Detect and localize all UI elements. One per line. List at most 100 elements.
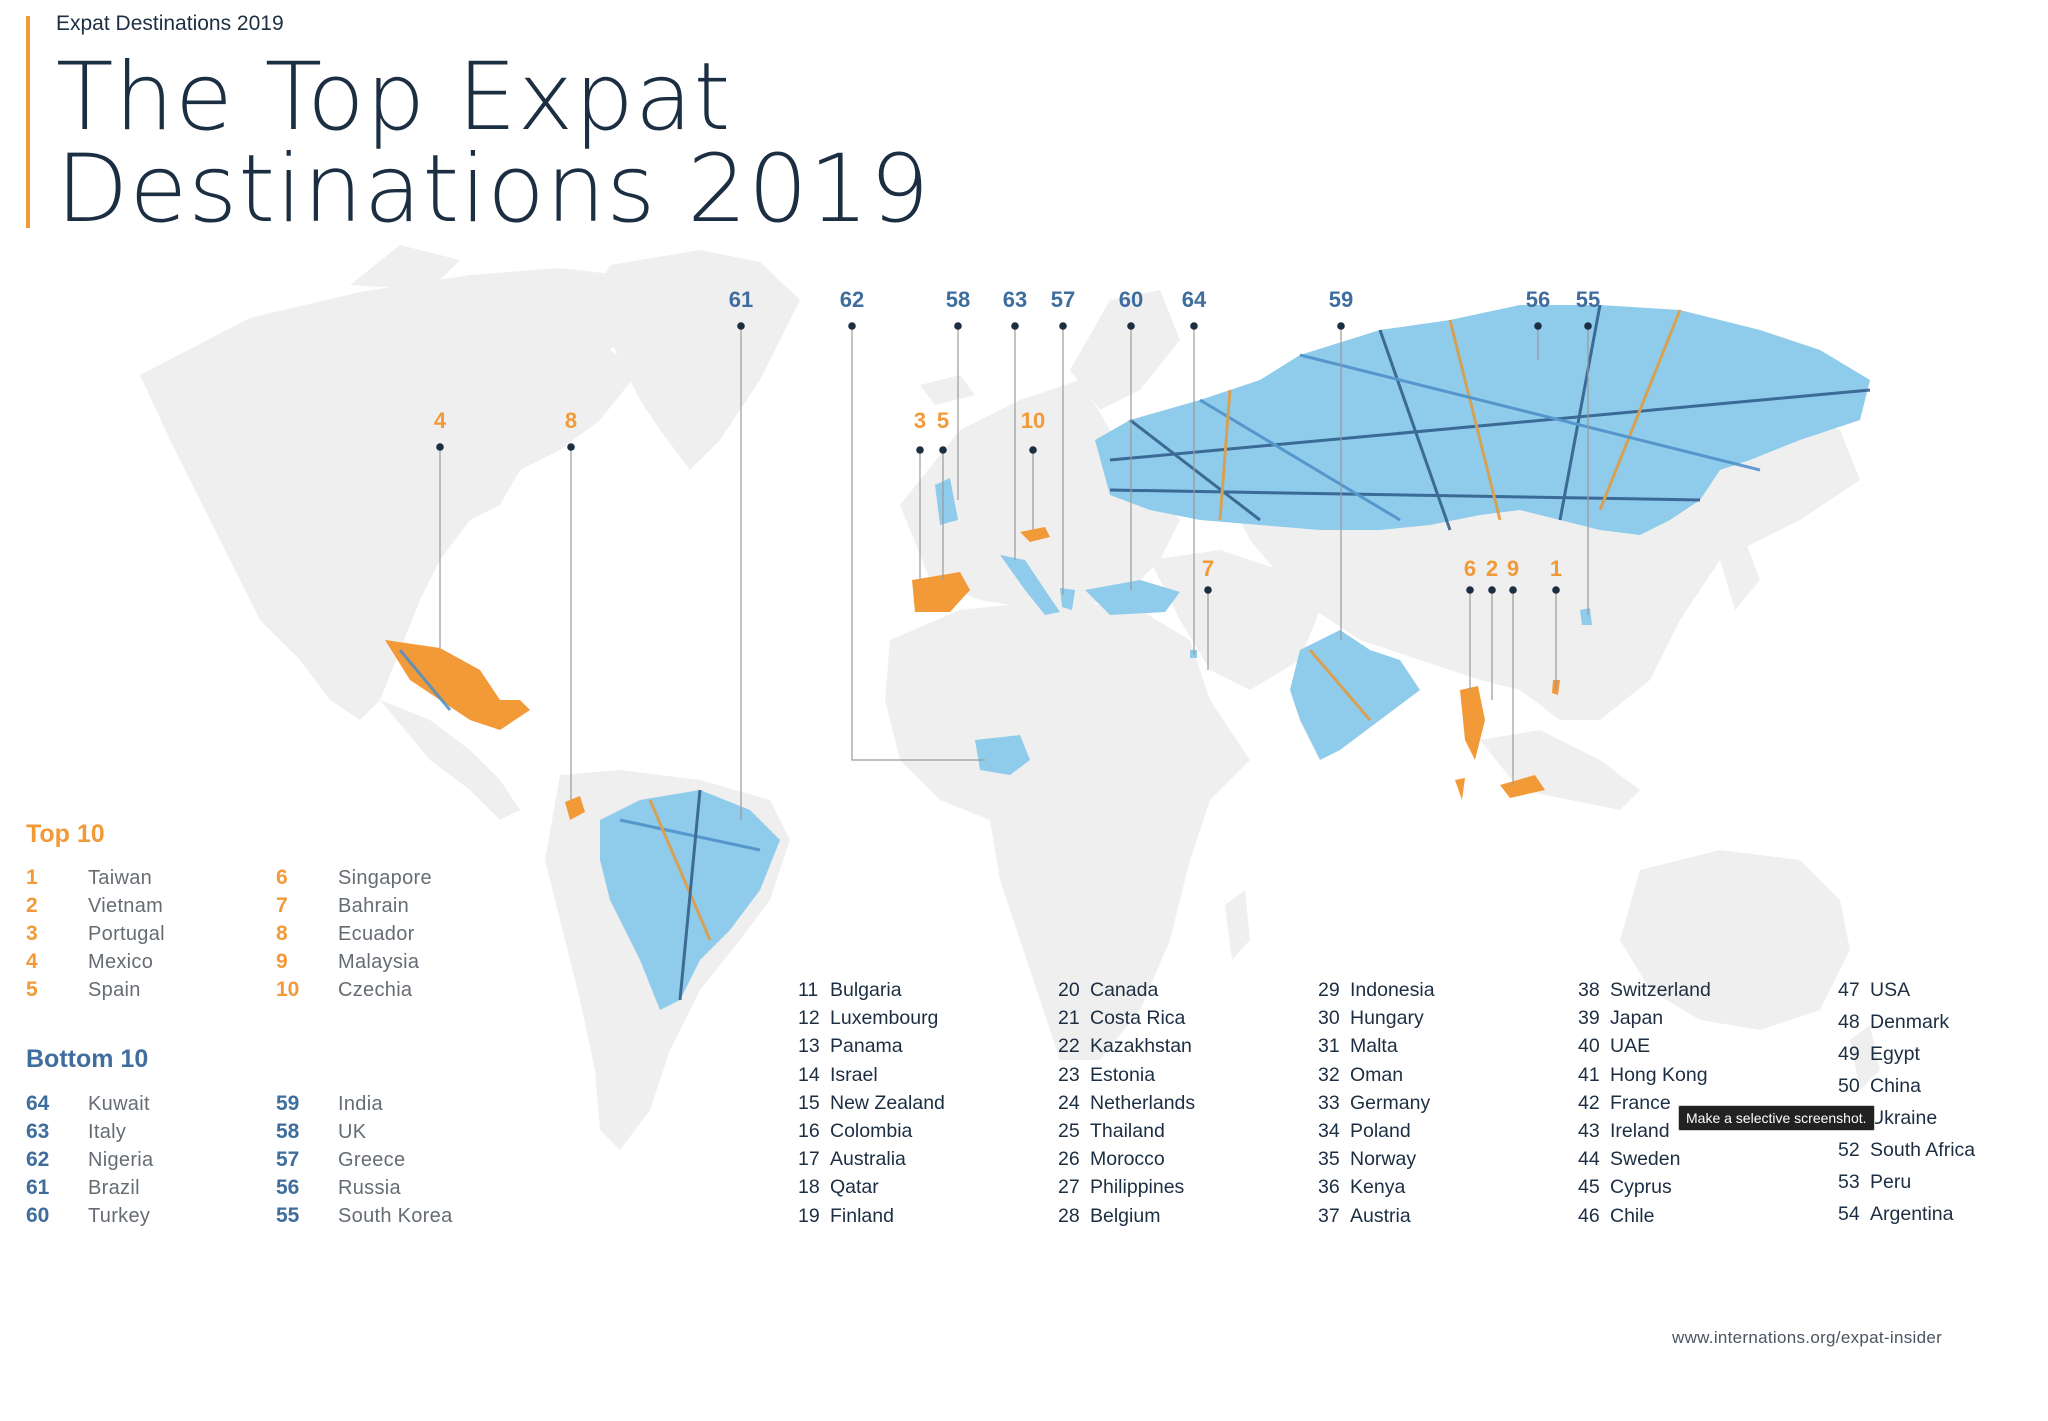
map-label-vietnam: 2 xyxy=(1486,556,1498,581)
list-item: 64 Kuwait xyxy=(26,1092,150,1115)
overlay-lines xyxy=(398,304,1871,1001)
map-label-taiwan: 1 xyxy=(1550,556,1562,581)
list-item: 13 Panama xyxy=(798,1035,903,1058)
map-label-czechia: 10 xyxy=(1021,408,1045,433)
title-line-1: The Top Expat xyxy=(56,43,732,152)
list-item: 60 Turkey xyxy=(26,1204,151,1227)
shape-south-korea xyxy=(1580,608,1592,625)
list-item: 21 Costa Rica xyxy=(1058,1007,1186,1030)
list-item: 11 Bulgaria xyxy=(798,979,902,1001)
title-line-2: Destinations 2019 xyxy=(56,135,931,244)
land-australia xyxy=(1620,850,1850,1030)
map-label-kuwait: 64 xyxy=(1182,287,1207,312)
bottom10-list-col1: 64 Kuwait 63 Italy 62 Nigeria 61 Brazil 60 Tu… xyxy=(26,1092,153,1232)
list-item: 50 China xyxy=(1838,1075,1921,1097)
top10-shapes xyxy=(385,527,1560,820)
shape-malaysia xyxy=(1500,775,1545,798)
list-item: 3 Portugal xyxy=(26,922,165,945)
list-item: 10 Czechia xyxy=(276,978,413,1001)
shape-russia xyxy=(1095,305,1870,535)
ranking-column-3: 29 Indonesia 30 Hungary 31 Malta 32 Oman 33 G… xyxy=(1318,979,1435,1233)
list-item: 35 Norway xyxy=(1318,1148,1417,1171)
list-item: 8 Ecuador xyxy=(276,922,415,945)
ranking-column-2: 20 Canada 21 Costa Rica 22 Kazakhstan 23 Est… xyxy=(1058,979,1195,1233)
land-iceland xyxy=(920,375,975,405)
list-item: 36 Kenya xyxy=(1318,1176,1406,1199)
list-item: 6 Singapore xyxy=(276,866,432,889)
shape-vietnam xyxy=(1460,686,1485,760)
land-north-america xyxy=(140,268,650,720)
map-label-bahrain: 7 xyxy=(1202,556,1214,581)
land-africa xyxy=(885,600,1250,1060)
list-item: 62 Nigeria xyxy=(26,1148,154,1171)
list-item: 54 Argentina xyxy=(1838,1203,1954,1225)
land-middle-east xyxy=(1150,550,1320,690)
list-item: 28 Belgium xyxy=(1058,1204,1161,1227)
leader-dots xyxy=(436,322,1592,594)
land-new-zealand xyxy=(1850,1025,1880,1090)
list-item: 52 South Africa xyxy=(1838,1139,1976,1161)
list-item: 55 South Korea xyxy=(276,1204,453,1227)
land-canada-arctic xyxy=(350,245,460,290)
land-japan xyxy=(1720,540,1760,610)
list-item: 46 Chile xyxy=(1578,1204,1655,1227)
map-label-uk: 58 xyxy=(946,287,970,312)
map-label-ecuador: 8 xyxy=(565,408,577,433)
list-item: 27 Philippines xyxy=(1058,1176,1185,1199)
list-item: 48 Denmark xyxy=(1838,1011,1950,1033)
list-item: 43 Ireland xyxy=(1578,1119,1670,1142)
list-item: 44 Sweden xyxy=(1578,1148,1681,1171)
list-item: 32 Oman xyxy=(1318,1063,1404,1086)
list-item: 25 Thailand xyxy=(1058,1119,1165,1142)
top10-list-col2: 6 Singapore 7 Bahrain 8 Ecuador 9 Malaysia 1… xyxy=(276,866,432,1006)
bottom10-list-col2: 59 India 58 UK 57 Greece 56 Russia 55 South K… xyxy=(276,1092,453,1232)
map-label-portugal: 3 xyxy=(914,408,926,433)
list-item: 24 Netherlands xyxy=(1058,1091,1196,1114)
map-label-turkey: 60 xyxy=(1119,287,1143,312)
list-item: 29 Indonesia xyxy=(1318,979,1435,1001)
list-item: 30 Hungary xyxy=(1318,1007,1424,1030)
list-item: 40 UAE xyxy=(1578,1035,1651,1058)
shape-greece xyxy=(1060,588,1075,610)
list-item: 2 Vietnam xyxy=(26,894,164,917)
shape-ecuador xyxy=(565,796,585,820)
list-item: 7 Bahrain xyxy=(276,894,410,917)
list-item: 59 India xyxy=(276,1092,383,1115)
list-item: 14 Israel xyxy=(798,1063,878,1086)
map-label-nigeria: 62 xyxy=(840,287,864,312)
map-label-spain: 5 xyxy=(937,408,949,433)
list-item: 63 Italy xyxy=(26,1120,127,1143)
page-subtitle: Expat Destinations 2019 xyxy=(56,12,284,35)
list-item: 58 UK xyxy=(276,1120,367,1143)
screenshot-tooltip: Make a selective screenshot. xyxy=(1678,1105,1875,1131)
page-title: The Top Expat Destinations 2019 xyxy=(56,43,931,244)
map-label-italy: 63 xyxy=(1003,287,1027,312)
list-item: 53 Peru xyxy=(1838,1171,1912,1193)
list-item: 47 USA xyxy=(1838,979,1911,1001)
list-item: 49 Egypt xyxy=(1838,1043,1920,1065)
list-item: 16 Colombia xyxy=(798,1119,913,1142)
shape-nigeria xyxy=(975,735,1030,775)
map-label-malaysia: 9 xyxy=(1507,556,1519,581)
list-item: 61 Brazil xyxy=(26,1176,140,1199)
list-item: 22 Kazakhstan xyxy=(1058,1035,1192,1058)
list-item: 41 Hong Kong xyxy=(1578,1063,1708,1086)
list-item: 4 Mexico xyxy=(26,950,154,973)
bottom10-heading: Bottom 10 xyxy=(26,1045,149,1073)
list-item: 19 Finland xyxy=(798,1204,894,1227)
land-central-america xyxy=(380,700,520,820)
map-labels-top: 4 8 3 5 10 7 6 2 9 1 xyxy=(434,408,1562,581)
top10-heading: Top 10 xyxy=(26,820,105,848)
map-label-russia: 56 xyxy=(1526,287,1550,312)
list-item: 42 France xyxy=(1578,1091,1671,1114)
footer-url[interactable]: www.internations.org/expat-insider xyxy=(1672,1328,1943,1347)
list-item: 31 Malta xyxy=(1318,1035,1398,1058)
land-greenland xyxy=(590,250,800,470)
list-item: 26 Morocco xyxy=(1058,1148,1165,1171)
map-label-india: 59 xyxy=(1329,287,1353,312)
shape-spain xyxy=(912,572,970,612)
list-item: 57 Greece xyxy=(276,1148,406,1171)
list-item: 33 Germany xyxy=(1318,1091,1431,1114)
accent-bar xyxy=(26,16,30,228)
